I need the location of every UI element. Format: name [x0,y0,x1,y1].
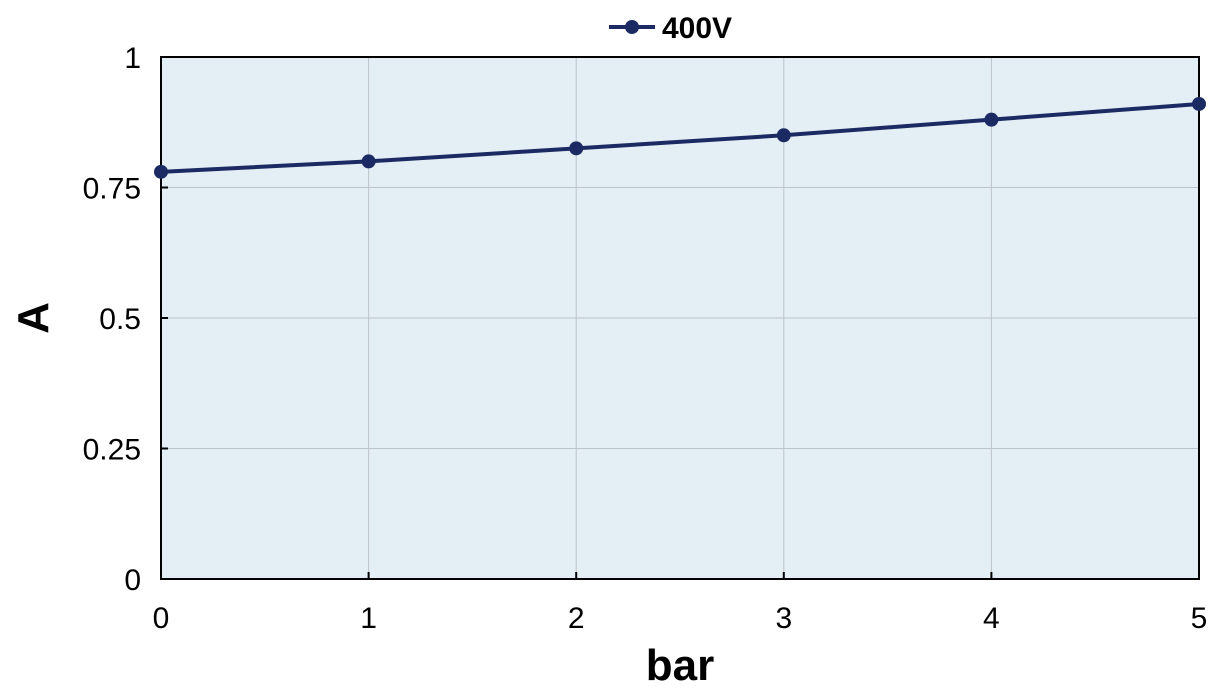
y-axis-ticks: 0 0.25 0.5 0.75 1 [83,42,168,597]
data-point [361,154,376,169]
data-point [984,112,999,127]
data-point [1192,96,1206,111]
y-tick-label: 0.75 [83,173,141,206]
legend: 400V [609,12,732,45]
x-tick-label: 2 [568,602,585,635]
y-tick-label: 1 [124,42,141,75]
y-axis-title: A [9,302,58,334]
legend-marker-icon [625,20,639,34]
y-tick-label: 0.5 [99,303,141,336]
data-point [154,164,168,179]
x-axis-title: bar [646,641,714,690]
x-tick-label: 5 [1191,602,1208,635]
legend-label: 400V [662,12,732,45]
data-point [776,128,791,143]
data-point [569,141,584,156]
series-line [160,101,1200,174]
x-tick-label: 0 [153,602,170,635]
x-tick-label: 4 [983,602,1000,635]
x-tick-label: 1 [360,602,377,635]
y-tick-label: 0 [124,564,141,597]
grid-lines [161,57,1199,579]
y-tick-label: 0.25 [83,434,141,467]
x-tick-label: 3 [775,602,792,635]
x-axis-ticks: 0 1 2 3 4 5 [153,572,1208,635]
series-layer [154,96,1206,179]
